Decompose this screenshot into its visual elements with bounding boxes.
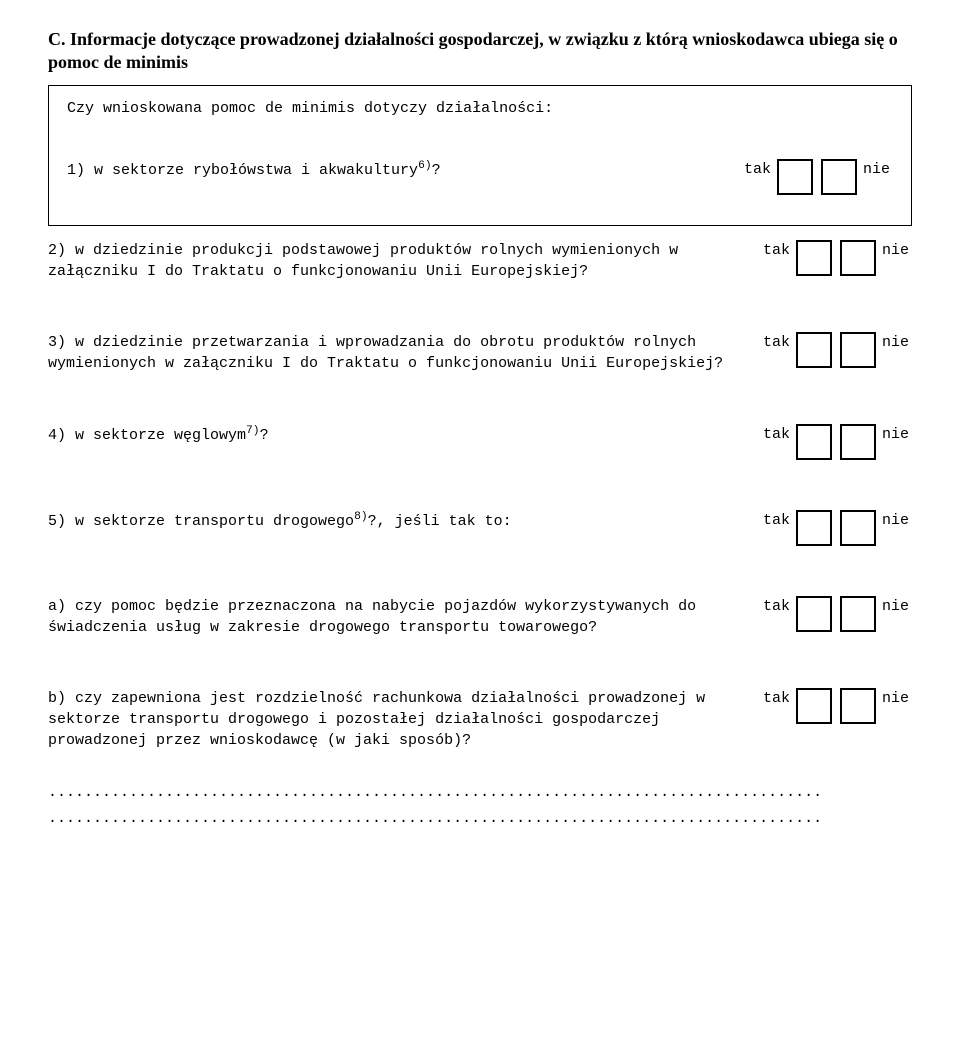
qa-answers: tak nie: [760, 596, 912, 632]
question-3: 3) w dziedzinie przetwarzania i wprowadz…: [48, 332, 912, 374]
q2-yes-label: tak: [760, 240, 790, 259]
question-2: 2) w dziedzinie produkcji podstawowej pr…: [48, 240, 912, 282]
question-5: 5) w sektorze transportu drogowego8)?, j…: [48, 510, 912, 546]
q5-no-label: nie: [882, 510, 912, 529]
q5-no-checkbox[interactable]: [840, 510, 876, 546]
q1-answers: tak nie: [741, 159, 893, 195]
qa-no-checkbox[interactable]: [840, 596, 876, 632]
q2-answers: tak nie: [760, 240, 912, 276]
dotted-line-2: ........................................…: [48, 807, 912, 831]
q4-no-checkbox[interactable]: [840, 424, 876, 460]
q4-no-label: nie: [882, 424, 912, 443]
q4-sup: 7): [246, 425, 260, 437]
dotted-line-1: ........................................…: [48, 781, 912, 805]
qb-no-checkbox[interactable]: [840, 688, 876, 724]
q3-answers: tak nie: [760, 332, 912, 368]
qb-no-label: nie: [882, 688, 912, 707]
q5-text: 5) w sektorze transportu drogowego8)?, j…: [48, 510, 748, 532]
q3-yes-checkbox[interactable]: [796, 332, 832, 368]
q4-answers: tak nie: [760, 424, 912, 460]
q4-text: 4) w sektorze węglowym7)?: [48, 424, 748, 446]
q3-yes-label: tak: [760, 332, 790, 351]
q4-suffix: ?: [260, 427, 269, 444]
qa-yes-checkbox[interactable]: [796, 596, 832, 632]
question-a: a) czy pomoc będzie przeznaczona na naby…: [48, 596, 912, 638]
q4-yes-label: tak: [760, 424, 790, 443]
question-4: 4) w sektorze węglowym7)? tak nie: [48, 424, 912, 460]
q1-yes-label: tak: [741, 159, 771, 178]
q1-no-checkbox[interactable]: [821, 159, 857, 195]
q1-no-label: nie: [863, 159, 893, 178]
q5-yes-checkbox[interactable]: [796, 510, 832, 546]
qa-no-label: nie: [882, 596, 912, 615]
q5-sup: 8): [354, 511, 368, 523]
q3-no-checkbox[interactable]: [840, 332, 876, 368]
qb-yes-checkbox[interactable]: [796, 688, 832, 724]
q5-suffix: ?, jeśli tak to:: [368, 513, 512, 530]
q4-yes-checkbox[interactable]: [796, 424, 832, 460]
question-b: b) czy zapewniona jest rozdzielność rach…: [48, 688, 912, 751]
question-1: 1) w sektorze rybołówstwa i akwakultury6…: [67, 159, 893, 195]
q1-text: 1) w sektorze rybołówstwa i akwakultury6…: [67, 159, 729, 181]
q5-main: 5) w sektorze transportu drogowego: [48, 513, 354, 530]
q2-no-label: nie: [882, 240, 912, 259]
qb-answers: tak nie: [760, 688, 912, 724]
q1-sup: 6): [418, 160, 432, 172]
q3-text: 3) w dziedzinie przetwarzania i wprowadz…: [48, 332, 748, 374]
q1-yes-checkbox[interactable]: [777, 159, 813, 195]
q3-no-label: nie: [882, 332, 912, 351]
q2-yes-checkbox[interactable]: [796, 240, 832, 276]
q4-main: 4) w sektorze węglowym: [48, 427, 246, 444]
q5-answers: tak nie: [760, 510, 912, 546]
q2-no-checkbox[interactable]: [840, 240, 876, 276]
qa-text: a) czy pomoc będzie przeznaczona na naby…: [48, 596, 748, 638]
q2-text: 2) w dziedzinie produkcji podstawowej pr…: [48, 240, 748, 282]
q1-main: 1) w sektorze rybołówstwa i akwakultury: [67, 162, 418, 179]
intro-box: Czy wnioskowana pomoc de minimis dotyczy…: [48, 85, 912, 226]
qb-yes-label: tak: [760, 688, 790, 707]
section-title: C. Informacje dotyczące prowadzonej dzia…: [48, 28, 912, 75]
qb-text: b) czy zapewniona jest rozdzielność rach…: [48, 688, 748, 751]
q5-yes-label: tak: [760, 510, 790, 529]
q1-suffix: ?: [432, 162, 441, 179]
qa-yes-label: tak: [760, 596, 790, 615]
intro-text: Czy wnioskowana pomoc de minimis dotyczy…: [67, 100, 893, 117]
